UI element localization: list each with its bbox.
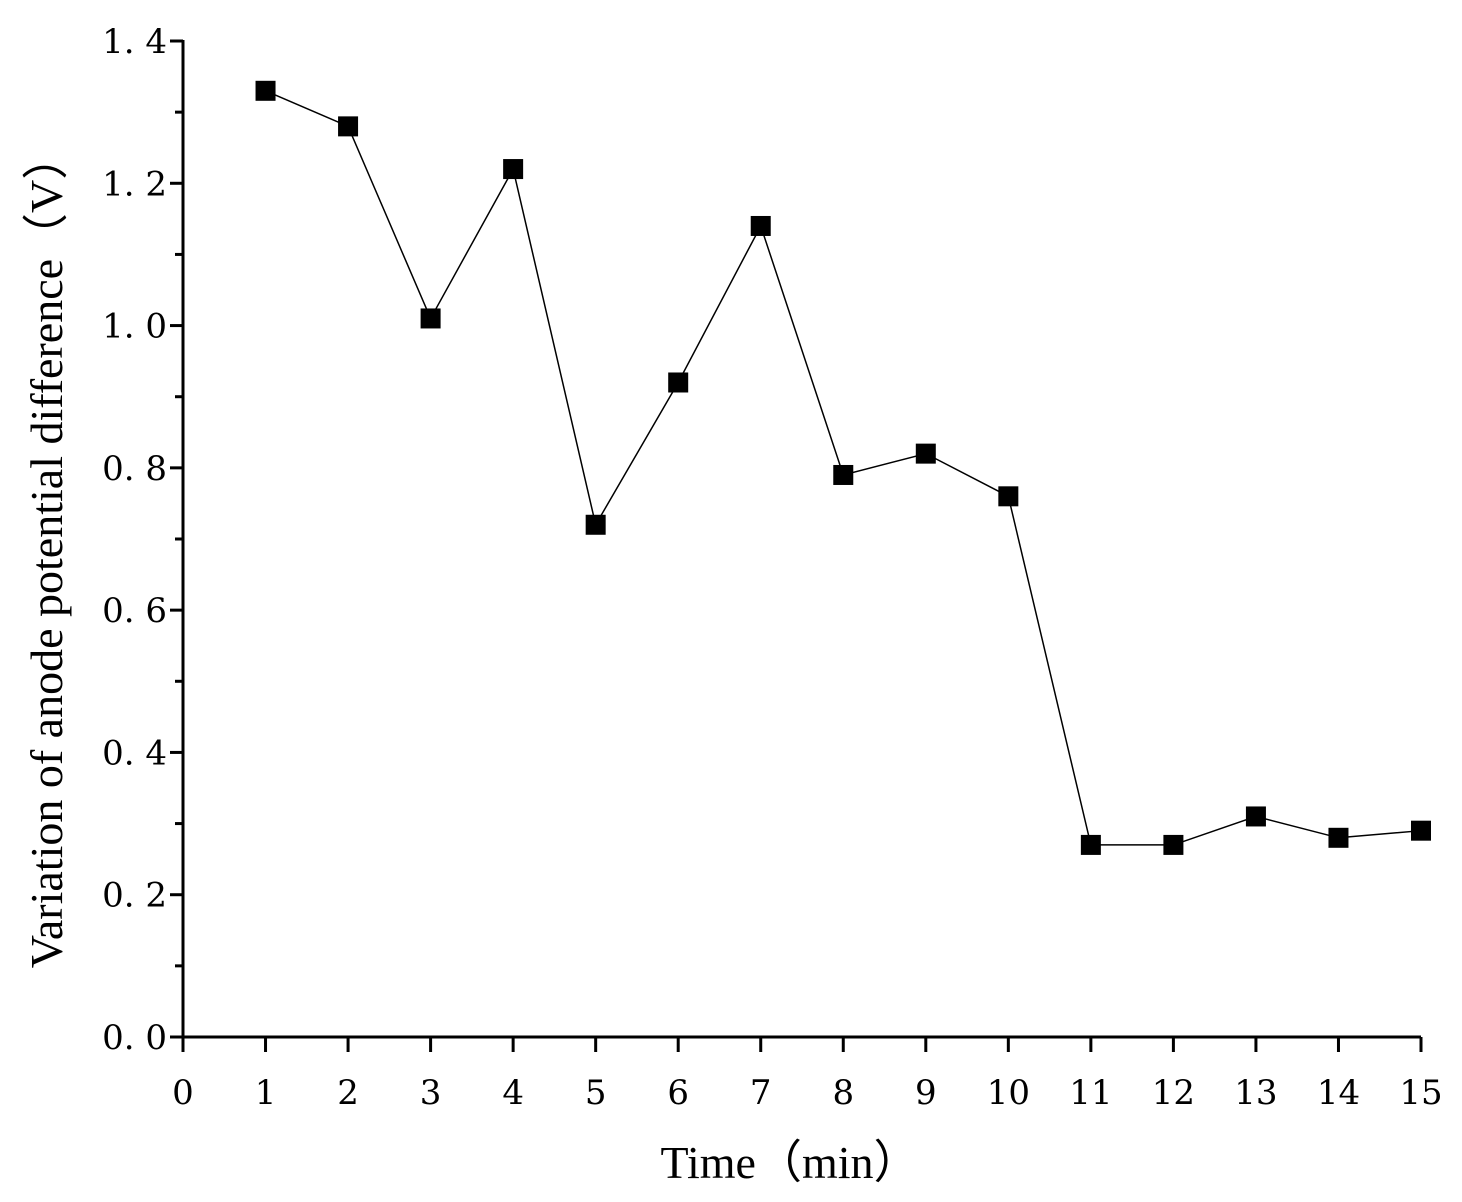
- data-point-marker: [1080, 834, 1101, 855]
- data-point-marker: [668, 372, 689, 393]
- axes: [181, 40, 1421, 1039]
- data-point-marker: [338, 116, 359, 137]
- x-tick-label: 0: [172, 1073, 194, 1113]
- x-tick-label: 11: [1069, 1073, 1112, 1113]
- data-point-marker: [1163, 834, 1184, 855]
- y-tick-label: 1. 2: [102, 164, 167, 204]
- x-tick-label: 2: [337, 1073, 359, 1113]
- x-ticks: 0 1 2 3 4 5 6 7 8 9 10 11 12 13 14 15: [172, 1037, 1443, 1113]
- x-tick-label: 1: [255, 1073, 277, 1113]
- x-tick-label: 13: [1234, 1073, 1277, 1113]
- data-point-marker: [585, 514, 606, 535]
- x-tick-label: 10: [987, 1073, 1030, 1113]
- data-point-marker: [503, 159, 524, 180]
- x-tick-label: 12: [1152, 1073, 1195, 1113]
- x-axis-title: Time（min）: [660, 1137, 919, 1188]
- data-point-marker: [915, 443, 936, 464]
- y-tick-label: 0. 0: [102, 1018, 167, 1058]
- data-point-marker: [420, 308, 441, 329]
- y-axis-title: Variation of anode potential difference（…: [21, 134, 72, 969]
- x-tick-label: 6: [667, 1073, 689, 1113]
- data-point-marker: [1411, 820, 1431, 841]
- x-tick-label: 7: [750, 1073, 772, 1113]
- y-tick-label: 1. 0: [102, 307, 167, 347]
- x-tick-label: 9: [915, 1073, 937, 1113]
- data-point-marker: [750, 215, 771, 236]
- y-tick-label: 0. 4: [102, 733, 167, 773]
- x-tick-label: 3: [420, 1073, 442, 1113]
- y-tick-label: 1. 4: [102, 22, 167, 62]
- y-tick-label: 0. 2: [102, 876, 167, 916]
- data-point-marker: [1328, 827, 1349, 848]
- x-tick-label: 8: [832, 1073, 854, 1113]
- y-ticks: 0. 0 0. 2 0. 4 0. 6 0. 8 1. 0 1. 2 1. 4: [102, 22, 183, 1058]
- x-tick-label: 14: [1317, 1073, 1360, 1113]
- data-point-marker: [833, 464, 854, 485]
- x-tick-label: 15: [1399, 1073, 1442, 1113]
- data-point-marker: [1245, 806, 1266, 827]
- y-tick-label: 0. 6: [102, 591, 167, 631]
- data-point-marker: [998, 486, 1019, 507]
- x-tick-label: 5: [585, 1073, 607, 1113]
- y-tick-label: 0. 8: [102, 449, 167, 489]
- series-group: [255, 80, 1431, 855]
- data-point-marker: [255, 80, 276, 101]
- x-tick-label: 4: [502, 1073, 524, 1113]
